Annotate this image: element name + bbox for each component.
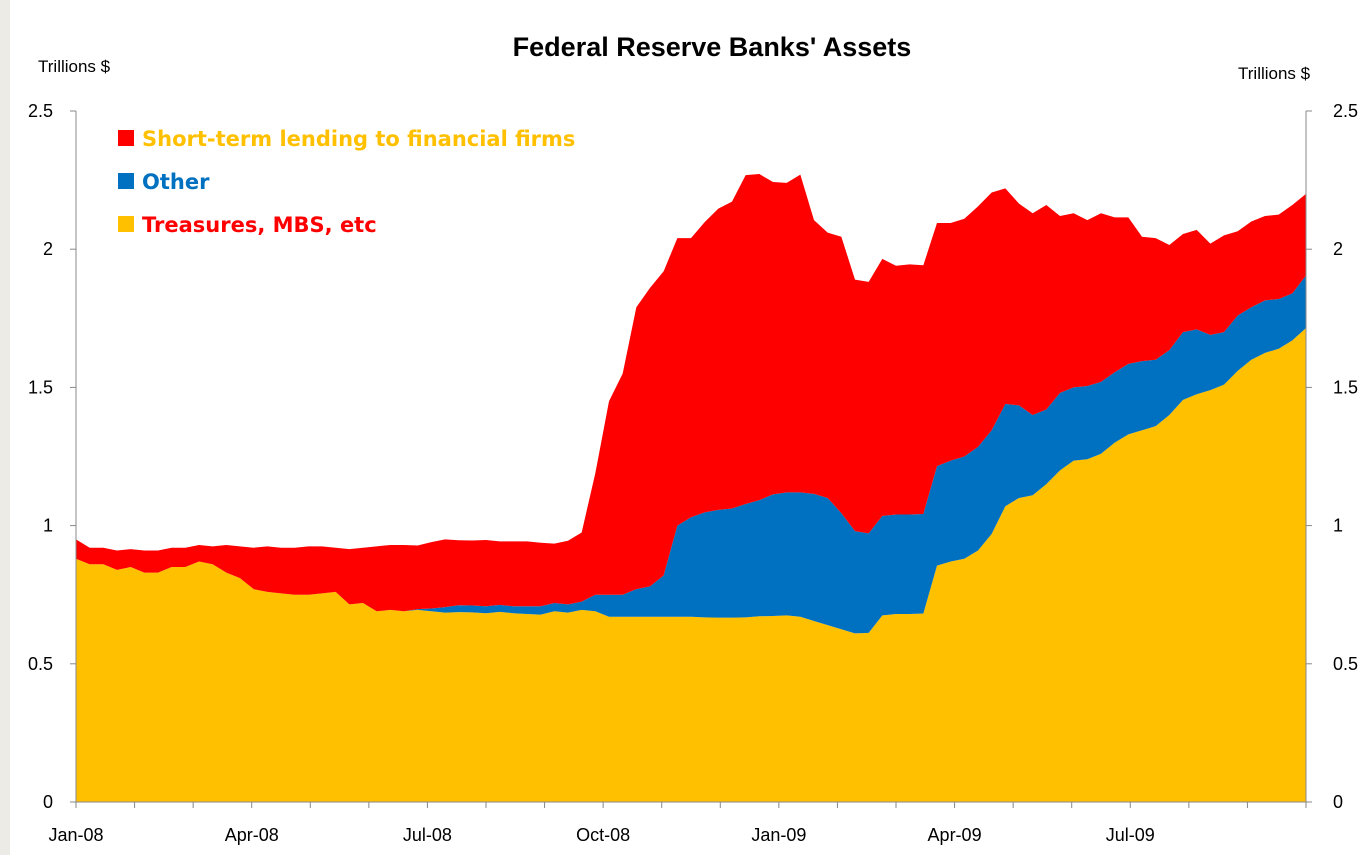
legend-background <box>98 116 654 204</box>
y-axis-right-label: Trillions $ <box>1238 64 1311 83</box>
y-tick-label-right: 0 <box>1333 792 1343 812</box>
y-tick-label-right: 1 <box>1333 516 1343 536</box>
x-tick-label: Jul-08 <box>403 825 452 845</box>
x-tick-label: Jan-09 <box>751 825 806 845</box>
legend-swatch <box>118 216 134 232</box>
y-axis-left-label: Trillions $ <box>38 57 111 76</box>
lending-area <box>76 174 1306 612</box>
other-area <box>76 275 1306 634</box>
area-series-group <box>76 174 1306 802</box>
legend-label: Other <box>142 170 210 194</box>
y-tick-label-right: 1.5 <box>1333 377 1358 397</box>
x-tick-label: Apr-09 <box>928 825 982 845</box>
y-tick-label-left: 0.5 <box>28 654 53 674</box>
legend-label: Short-term lending to financial firms <box>142 127 575 151</box>
x-tick-label: Apr-08 <box>225 825 279 845</box>
y-tick-label-left: 1 <box>43 516 53 536</box>
treasuries-area <box>76 327 1306 802</box>
legend-swatch <box>118 173 134 189</box>
chart-title: Federal Reserve Banks' Assets <box>513 32 912 62</box>
legend-label: Treasures, MBS, etc <box>142 213 377 237</box>
axes-group: 0 0 0.5 0.5 1 1 1.5 1.5 2 2 2.5 2.5 Jan-08 Apr-08 Jul-… <box>28 101 1358 845</box>
y-tick-label-right: 2 <box>1333 239 1343 259</box>
y-tick-label-left: 2.5 <box>28 101 53 121</box>
x-tick-label: Jul-09 <box>1106 825 1155 845</box>
legend: Short-term lending to financial firms Oth… <box>98 116 654 237</box>
y-tick-label-right: 0.5 <box>1333 654 1358 674</box>
y-tick-label-left: 2 <box>43 239 53 259</box>
x-tick-label: Jan-08 <box>48 825 103 845</box>
y-tick-label-left: 0 <box>43 792 53 812</box>
legend-swatch <box>118 130 134 146</box>
y-tick-label-left: 1.5 <box>28 377 53 397</box>
y-tick-label-right: 2.5 <box>1333 101 1358 121</box>
x-tick-label: Oct-08 <box>576 825 630 845</box>
